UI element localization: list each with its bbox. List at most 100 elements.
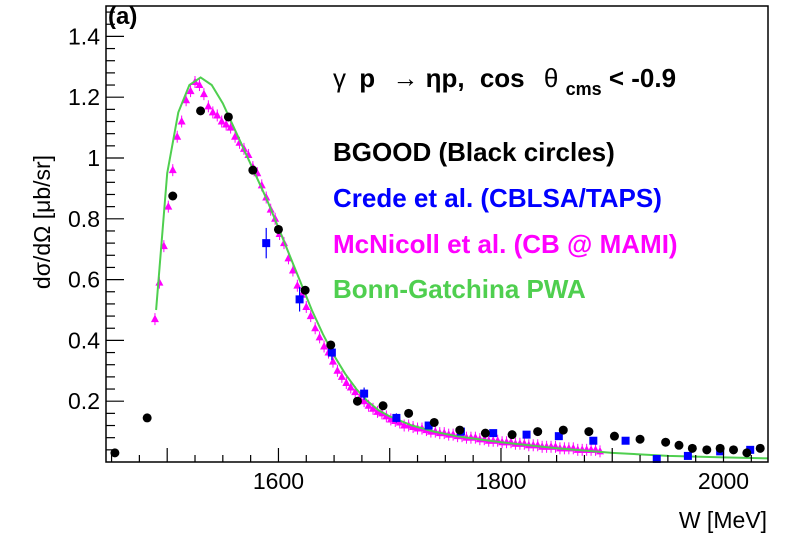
crede-point	[489, 429, 498, 438]
bgood-point	[110, 448, 120, 458]
bgood-point	[480, 428, 490, 438]
bgood-point	[404, 408, 414, 418]
mcnicoll-point	[373, 407, 382, 415]
title-arrow: →	[392, 63, 418, 93]
crede-point	[295, 295, 304, 304]
legend-bgood: BGOOD (Black circles)	[333, 137, 615, 167]
x-axis-label: W [MeV]	[679, 507, 767, 533]
bgood-point	[507, 430, 517, 440]
mcnicoll-point	[315, 332, 324, 341]
mcnicoll-point	[328, 357, 337, 365]
bgood-point	[455, 425, 465, 435]
plot-frame	[105, 5, 769, 463]
crede-point	[554, 432, 563, 441]
mcnicoll-point	[364, 401, 373, 409]
crede-point	[652, 454, 661, 463]
mcnicoll-point	[204, 101, 213, 110]
mcnicoll-point	[257, 180, 266, 189]
title-sub: cms	[566, 79, 602, 99]
y-tick-label: 0.8	[68, 206, 100, 232]
bgood-point	[300, 285, 310, 295]
bgood-point	[742, 448, 752, 458]
bgood-point	[196, 106, 206, 116]
bgood-point	[223, 112, 233, 122]
plot-area	[110, 76, 769, 463]
legend-crede: Crede et al. (CBLSA/TAPS)	[333, 183, 662, 213]
chart-title: γ p → ηp, cos θ cms < -0.9	[333, 63, 676, 101]
y-tick-label: 0.6	[68, 267, 100, 293]
x-tick-label: 2000	[698, 468, 749, 494]
mcnicoll-point	[217, 117, 226, 125]
crede-point	[360, 389, 369, 398]
mcnicoll-point	[195, 80, 204, 89]
bgood-point	[429, 417, 439, 427]
title-eta-p: ηp,	[426, 63, 465, 93]
mcnicoll-point	[168, 165, 177, 174]
mcnicoll-point	[346, 383, 355, 391]
mcnicoll-point	[302, 302, 311, 310]
bgood-point	[609, 431, 619, 441]
mcnicoll-point	[320, 341, 329, 350]
crede-point	[327, 348, 336, 357]
title-cut: < -0.9	[609, 63, 676, 93]
mcnicoll-point	[288, 265, 297, 274]
bgood-point	[729, 445, 739, 455]
crede-point	[746, 445, 755, 454]
x-tick-label: 1600	[253, 468, 304, 494]
mcnicoll-point	[150, 314, 159, 323]
bgood-point	[715, 443, 725, 453]
panel-label: (a)	[108, 3, 137, 30]
bgood-point	[687, 443, 697, 453]
mcnicoll-point	[208, 107, 217, 116]
mcnicoll-point	[360, 396, 369, 405]
mcnicoll-point	[164, 202, 173, 210]
mcnicoll-point	[231, 132, 240, 140]
mcnicoll-point	[337, 372, 346, 380]
mcnicoll-point	[186, 86, 195, 95]
legend-mcnicoll: McNicoll et al. (CB @ MAMI)	[333, 229, 678, 259]
bgood-point	[326, 340, 336, 350]
crede-point	[424, 421, 433, 430]
mcnicoll-point	[342, 378, 351, 386]
axis-ticks: 0.2 0.4 0.6 0.8 1 1.2 1.4 1600 1800 2000	[68, 11, 752, 494]
title-gamma: γ	[333, 63, 346, 93]
mcnicoll-point	[306, 311, 315, 320]
crede-point	[392, 413, 401, 422]
crede-point	[262, 239, 271, 248]
bgood-point	[755, 443, 765, 453]
y-tick-label: 0.2	[68, 388, 100, 414]
bgood-point	[352, 396, 362, 406]
bgood-point	[248, 165, 258, 175]
y-tick-label: 1	[87, 145, 100, 171]
bgood-point	[661, 437, 671, 447]
mcnicoll-point	[333, 366, 342, 374]
mcnicoll-point	[293, 281, 302, 289]
bgood-point	[168, 191, 178, 201]
x-tick-label: 1800	[475, 468, 526, 494]
y-tick-label: 1.4	[68, 23, 100, 49]
bgood-point	[533, 427, 543, 437]
bgood-point	[674, 440, 684, 450]
mcnicoll-point	[351, 387, 360, 396]
bgood-point	[142, 413, 152, 423]
bgood-point	[558, 425, 568, 435]
crede-point	[621, 436, 630, 445]
bgood-point	[273, 224, 283, 234]
title-p: p	[359, 63, 375, 93]
y-tick-label: 1.2	[68, 84, 100, 110]
bnga-pwa-line	[155, 76, 769, 460]
mcnicoll-point	[369, 404, 378, 412]
y-tick-label: 0.4	[68, 327, 100, 353]
mcnicoll-point	[222, 120, 231, 128]
mcnicoll-point	[177, 117, 186, 125]
title-theta: θ	[544, 63, 558, 93]
legend-bnga: Bonn-Gatchina PWA	[333, 274, 586, 304]
mcnicoll-point	[213, 110, 222, 119]
mcnicoll-point	[311, 323, 320, 332]
crede-point	[522, 430, 531, 439]
mcnicoll-point	[173, 132, 182, 140]
crede-point	[683, 451, 692, 460]
mcnicoll-point	[226, 123, 235, 131]
mcnicoll-point	[199, 89, 208, 98]
bgood-point	[584, 427, 594, 437]
